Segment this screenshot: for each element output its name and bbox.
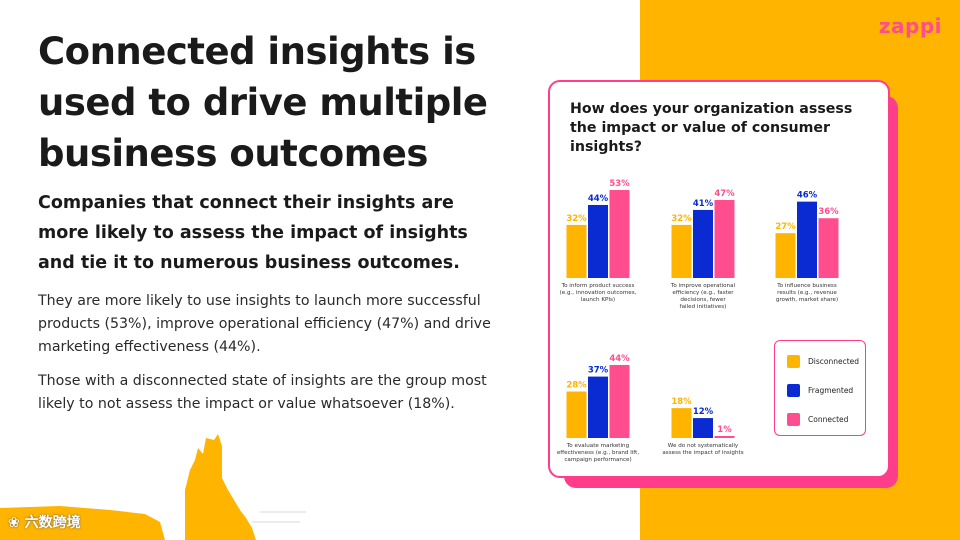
bar-fragmented-0 [588, 204, 608, 278]
data-label-connected-4: 1% [717, 425, 732, 435]
category-label-line: We do not systematically [668, 443, 739, 449]
bar-connected-3 [609, 364, 630, 438]
data-label-connected-2: 36% [818, 207, 839, 217]
category-label-line: campaign performance) [564, 457, 631, 463]
category-label-line: efficiency (e.g., faster [672, 290, 734, 296]
bar-connected-0 [609, 190, 630, 278]
body-paragraph-1: They are more likely to use insights to … [38, 293, 491, 355]
watermark: ❀ 六数跨境 [8, 515, 81, 531]
body-paragraph-2: Those with a disconnected state of insig… [38, 373, 487, 412]
chart-card: How does your organization assess the im… [548, 80, 890, 478]
data-label-fragmented-0: 44% [588, 194, 609, 204]
category-label-line: assess the impact of insights [662, 450, 743, 456]
page-subtitle: Companies that connect their insights ar… [38, 193, 468, 273]
category-label-line: results (e.g., revenue [777, 290, 837, 296]
data-label-fragmented-3: 37% [588, 366, 609, 376]
bar-connected-2 [818, 218, 839, 278]
legend-swatch-connected [787, 413, 800, 426]
legend-swatch-fragmented [787, 384, 800, 397]
data-label-disconnected-2: 27% [775, 222, 796, 232]
bar-disconnected-4 [671, 408, 692, 438]
category-label-1: To improve operational efficiency (e.g., … [670, 283, 736, 310]
watermark-logo-icon: ❀ [8, 515, 20, 531]
category-label-line: To improve operational [670, 283, 736, 289]
category-label-line: To influence business [776, 283, 837, 289]
bar-disconnected-3 [566, 391, 587, 438]
category-label-line: To evaluate marketing [566, 443, 630, 449]
brand-logo: zappi [878, 14, 942, 38]
legend-swatch-disconnected [787, 355, 800, 368]
category-label-4: We do not systematically assess the impac… [662, 443, 743, 456]
bar-disconnected-2 [775, 233, 796, 278]
bar-fragmented-1 [693, 209, 713, 278]
category-label-line: launch KPIs) [581, 297, 615, 303]
legend-item-connected: Connected [787, 413, 848, 426]
category-label-line: decisions, fewer [680, 297, 726, 303]
bar-disconnected-1 [671, 224, 692, 278]
data-label-fragmented-2: 46% [797, 191, 818, 201]
bar-chart: 32%44%53%To inform product success (e.g.,… [557, 179, 839, 463]
legend-label-disconnected: Disconnected [808, 357, 860, 366]
chart-title: How does your organization assess the im… [570, 101, 853, 155]
data-label-disconnected-4: 18% [671, 397, 692, 407]
data-label-connected-3: 44% [609, 354, 630, 364]
legend-item-disconnected: Disconnected [787, 355, 859, 368]
data-label-disconnected-1: 32% [671, 214, 692, 224]
bar-connected-1 [714, 199, 735, 278]
bar-disconnected-0 [566, 224, 587, 278]
data-label-fragmented-1: 41% [693, 199, 714, 209]
category-label-line: (e.g., innovation outcomes, [560, 290, 637, 296]
category-label-2: To influence business results (e.g., reve… [776, 283, 838, 303]
bar-fragmented-2 [797, 201, 817, 278]
chart-legend: Disconnected Fragmented Connected [774, 340, 866, 436]
data-label-fragmented-4: 12% [693, 407, 714, 417]
bar-connected-4 [714, 436, 735, 438]
category-label-line: failed initiatives) [680, 304, 727, 310]
legend-item-fragmented: Fragmented [787, 384, 853, 397]
data-label-connected-1: 47% [714, 189, 735, 199]
category-label-line: To inform product success [561, 283, 635, 289]
category-label-line: effectiveness (e.g., brand lift, [557, 450, 640, 456]
category-label-3: To evaluate marketing effectiveness (e.g.… [557, 443, 640, 463]
data-label-disconnected-0: 32% [566, 214, 587, 224]
data-label-disconnected-3: 28% [566, 381, 587, 391]
legend-label-connected: Connected [808, 415, 849, 424]
category-label-0: To inform product success (e.g., innovati… [560, 283, 637, 303]
legend-label-fragmented: Fragmented [808, 386, 854, 395]
page-title: Connected insights is used to drive mult… [38, 30, 488, 175]
category-label-line: growth, market share) [776, 297, 838, 303]
bar-fragmented-3 [588, 376, 608, 438]
bar-fragmented-4 [693, 418, 713, 438]
decorative-shape [0, 434, 306, 540]
data-label-connected-0: 53% [609, 179, 630, 189]
